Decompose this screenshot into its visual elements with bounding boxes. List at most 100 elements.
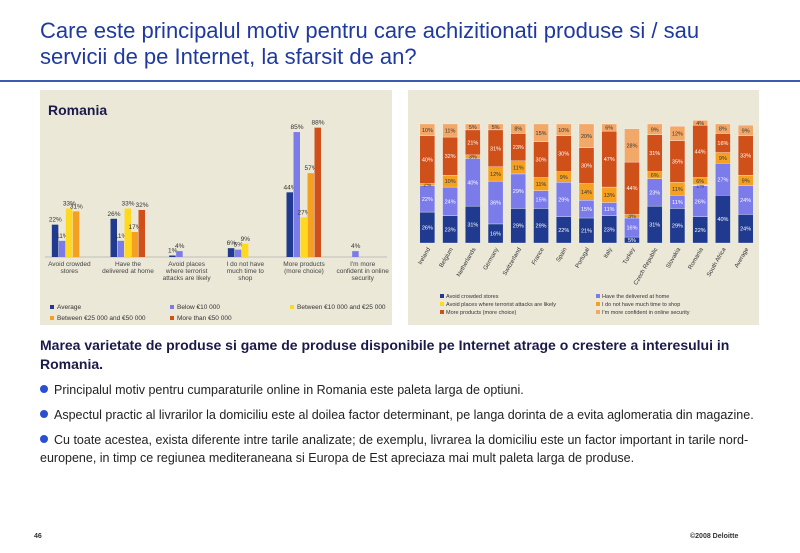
value-label: 3% bbox=[628, 214, 636, 220]
legend-label: More products (more choice) bbox=[446, 310, 516, 316]
bullet: Principalul motiv pentru cumparaturile o… bbox=[40, 381, 765, 399]
value-label: 14% bbox=[581, 190, 592, 196]
bar bbox=[314, 127, 321, 257]
title-rule bbox=[0, 80, 800, 82]
bar bbox=[293, 132, 300, 257]
value-label: 22% bbox=[558, 228, 569, 234]
legend-label: Have the delivered at home bbox=[602, 294, 669, 300]
value-label: 31% bbox=[467, 223, 478, 229]
value-label: 5% bbox=[492, 125, 500, 131]
value-label: 10% bbox=[445, 179, 456, 185]
value-label: 6% bbox=[651, 173, 659, 179]
page-number: 46 bbox=[34, 533, 42, 540]
value-label: 3% bbox=[469, 155, 477, 161]
value-label: 26% bbox=[695, 199, 706, 205]
value-label: 5% bbox=[628, 238, 636, 244]
bar-segment bbox=[533, 123, 549, 142]
value-label: 40% bbox=[717, 217, 728, 223]
bar bbox=[286, 192, 293, 257]
value-label: 28% bbox=[626, 143, 637, 149]
value-label: 44% bbox=[283, 184, 296, 191]
value-label: 20% bbox=[581, 134, 592, 140]
legend-label: Avoid crowded stores bbox=[446, 294, 499, 300]
bar-segment bbox=[578, 123, 595, 148]
value-label: 23% bbox=[604, 227, 615, 233]
bullet: Cu toate acestea, exista diferente intre… bbox=[40, 431, 765, 467]
value-label: 30% bbox=[536, 158, 547, 164]
x-tick-label: Avoid places where terrorist attacks are… bbox=[162, 261, 211, 282]
bar-segment bbox=[669, 126, 686, 141]
value-label: 11% bbox=[445, 129, 456, 135]
value-label: 88% bbox=[311, 120, 324, 127]
bar-segment bbox=[692, 120, 708, 126]
legend-label: Between €25 000 and €50 000 bbox=[57, 315, 146, 322]
bar-segment bbox=[487, 123, 504, 131]
value-label: 5% bbox=[234, 242, 244, 249]
value-label: 9% bbox=[241, 236, 251, 243]
value-label: 44% bbox=[626, 186, 637, 192]
value-label: 26% bbox=[422, 226, 433, 232]
value-label: 6% bbox=[696, 179, 704, 185]
bar bbox=[51, 224, 59, 257]
value-label: 11% bbox=[672, 200, 683, 206]
value-label: 16% bbox=[490, 231, 501, 237]
value-label: 35% bbox=[672, 159, 683, 165]
legend-swatch bbox=[170, 305, 174, 309]
value-label: 10% bbox=[422, 128, 433, 134]
value-label: 11% bbox=[115, 233, 128, 240]
bar-segment bbox=[601, 123, 617, 132]
value-label: 21% bbox=[467, 140, 478, 146]
value-label: 23% bbox=[649, 190, 660, 196]
bar bbox=[169, 255, 176, 257]
x-tick-label-box: More products (more choice) bbox=[283, 261, 325, 275]
value-label: 17% bbox=[128, 224, 141, 231]
value-label: 11% bbox=[604, 207, 615, 213]
value-label: 31% bbox=[70, 203, 83, 210]
value-label: 15% bbox=[581, 207, 592, 213]
bullet-text: Principalul motiv pentru cumparaturile o… bbox=[54, 383, 524, 397]
bar-segment bbox=[510, 123, 526, 134]
x-tick-label-box: Avoid crowded stores bbox=[48, 261, 91, 275]
bullet-dot bbox=[40, 385, 48, 393]
x-tick-label: Have the delivered at home bbox=[102, 261, 154, 275]
value-label: 33% bbox=[63, 200, 76, 207]
value-label: 16% bbox=[717, 141, 728, 147]
value-label: 30% bbox=[581, 164, 592, 170]
value-label: 8% bbox=[514, 127, 522, 133]
bar bbox=[300, 217, 307, 257]
bar bbox=[72, 211, 80, 257]
value-label: 8% bbox=[719, 127, 727, 133]
value-label: 1% bbox=[168, 248, 178, 255]
x-tick-label-box: Have the delivered at home bbox=[102, 261, 154, 275]
value-label: 29% bbox=[558, 198, 569, 204]
value-label: 22% bbox=[49, 217, 62, 224]
value-label: 26% bbox=[107, 211, 120, 218]
value-label: 31% bbox=[490, 146, 501, 152]
legend-swatch bbox=[440, 310, 444, 314]
bar bbox=[227, 248, 235, 257]
value-label: 15% bbox=[536, 131, 547, 137]
value-label: 23% bbox=[513, 145, 524, 151]
value-label: 4% bbox=[351, 243, 361, 250]
value-label: 9% bbox=[742, 129, 750, 135]
value-label: 15% bbox=[536, 198, 547, 204]
x-tick-label-box: Avoid places where terrorist attacks are… bbox=[162, 261, 211, 282]
chart-panel bbox=[40, 90, 392, 325]
legend-label: I'm more confident in online security bbox=[602, 310, 690, 316]
value-label: 27% bbox=[297, 209, 310, 216]
legend-label: More than €50 000 bbox=[177, 315, 232, 322]
chart-title: Romania bbox=[48, 102, 107, 118]
value-label: 22% bbox=[422, 197, 433, 203]
value-label: 40% bbox=[422, 158, 433, 164]
value-label: 5% bbox=[469, 125, 477, 131]
bar bbox=[131, 232, 138, 257]
bullet-text: Aspectul practic al livrarilor la domici… bbox=[54, 408, 754, 422]
bar-segment bbox=[419, 123, 436, 137]
x-tick-label-box: I do not have much time to shop bbox=[227, 261, 265, 282]
x-tick-label-box: I'm more confident in online security bbox=[336, 261, 388, 282]
bar-segment bbox=[647, 123, 663, 135]
value-label: 12% bbox=[672, 131, 683, 137]
bar bbox=[176, 251, 183, 257]
value-label: 40% bbox=[467, 180, 478, 186]
